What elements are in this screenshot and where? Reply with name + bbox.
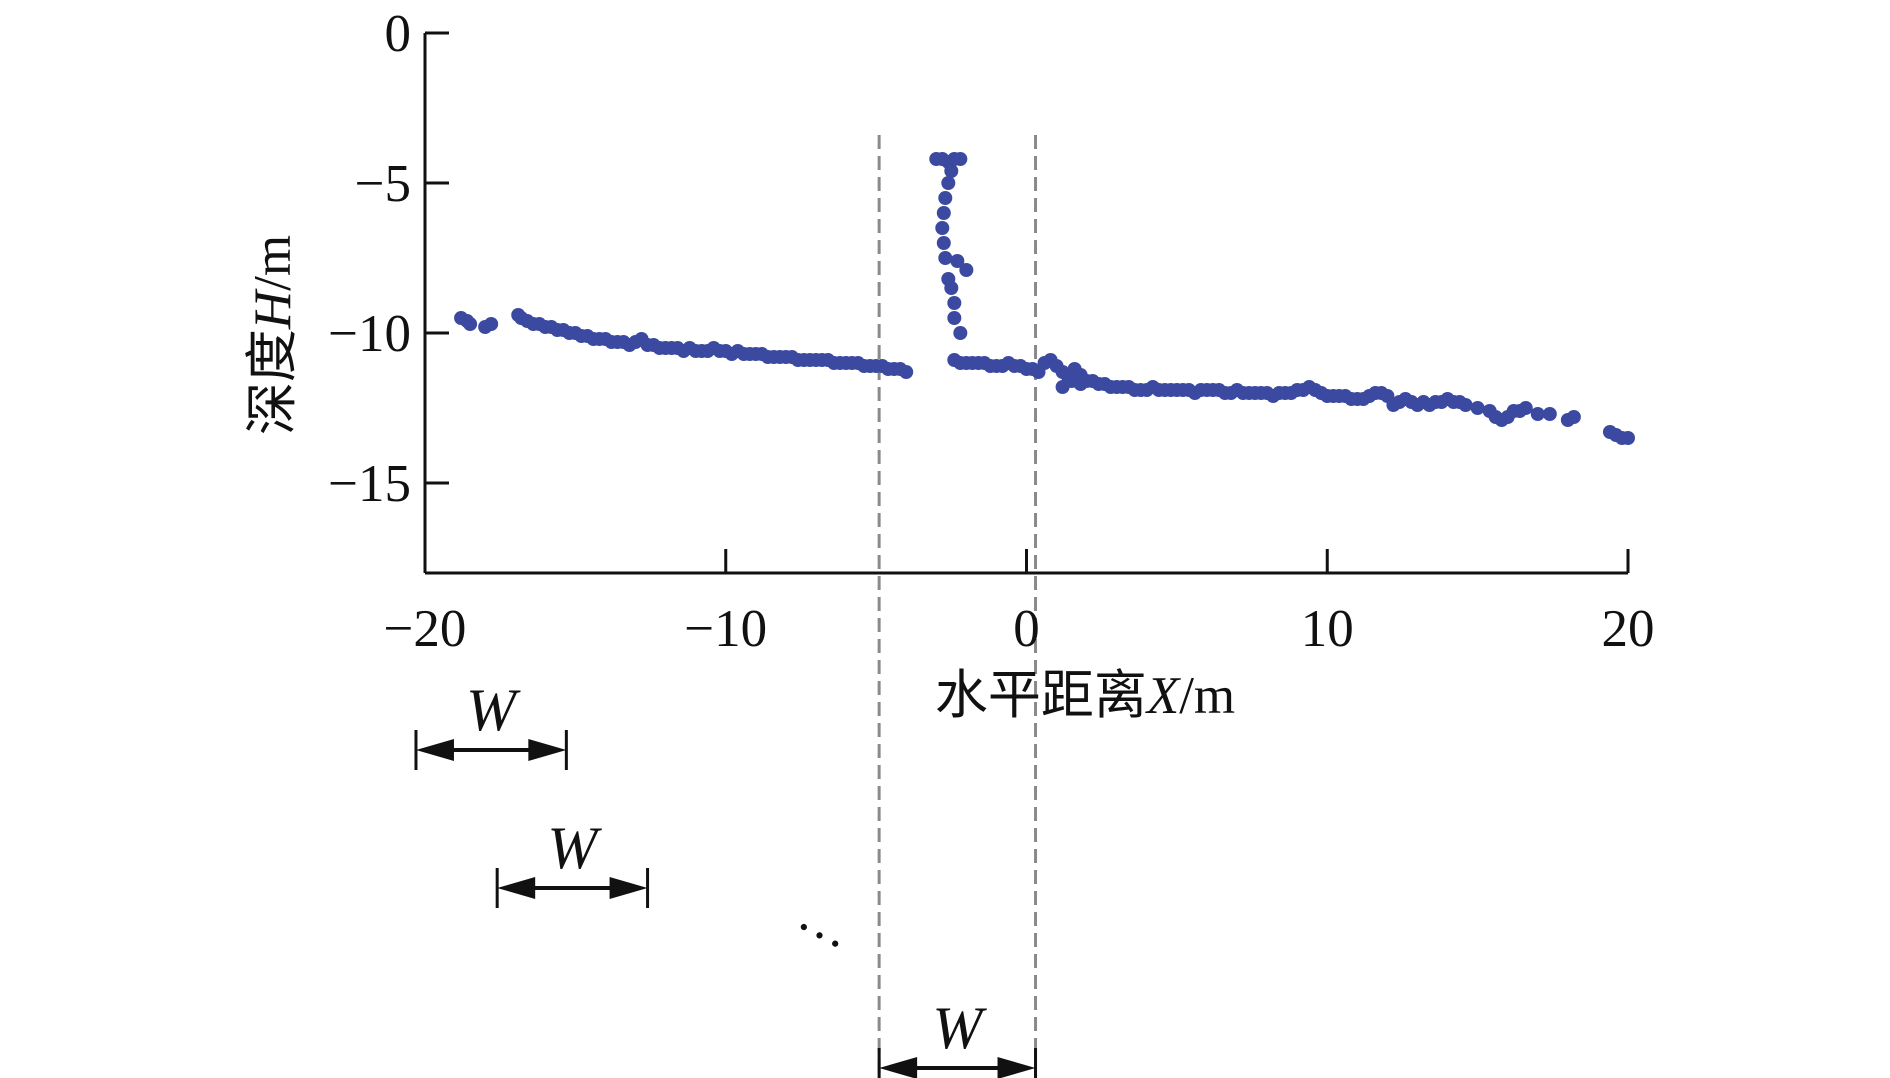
data-point [936,236,951,250]
data-point [938,191,953,205]
window-arrow-head-left [415,739,454,761]
window-indicator: W [495,815,650,908]
data-point [463,317,478,331]
data-point [944,164,959,178]
data-point [484,317,499,331]
window-label: W [466,677,521,743]
data-point [947,296,962,310]
x-tick-label: −10 [684,600,767,658]
window-arrow-head-right [609,877,648,899]
x-axis-label: 水平距离X/m [935,667,1235,725]
data-point [941,176,956,190]
y-tick-label: −5 [355,155,411,213]
scatter-points [454,152,1635,445]
window-indicator: W [877,995,1038,1078]
data-point [953,326,968,340]
window-arrow-head-left [879,1057,918,1078]
data-point [1530,407,1545,421]
x-tick-label: 20 [1602,600,1655,658]
window-indicators: W W W [414,677,1038,1078]
x-ticks: −20 −10 0 10 20 [384,549,1655,658]
data-point [1470,401,1485,415]
data-point [1458,398,1473,412]
y-tick-label: 0 [385,5,412,63]
y-ticks: 0 −5 −10 −15 [328,5,449,513]
window-label: W [547,815,602,881]
x-tick-label: −20 [384,600,467,658]
window-arrow-head-right [528,739,567,761]
window-arrow-head-left [497,877,536,899]
data-point [944,281,959,295]
y-axis-label: 深度H/m [244,235,302,435]
window-label: W [932,995,987,1061]
data-point [1542,407,1557,421]
data-point [899,365,914,379]
y-tick-label: −15 [328,455,411,513]
data-point [1518,401,1533,415]
data-point [935,221,950,235]
data-point [950,254,965,268]
data-point [1621,431,1635,445]
data-point [936,206,951,220]
axes: 0 −5 −10 −15 −20 −10 0 10 20 [328,5,1654,658]
x-tick-label: 0 [1013,600,1040,658]
data-point [959,263,974,277]
window-indicator: W [414,677,568,770]
ellipsis: … [789,884,863,960]
data-point [953,152,968,166]
data-point [947,311,962,325]
window-guide-lines [877,135,1038,1075]
data-point [938,251,953,265]
y-tick-label: −10 [328,305,411,363]
data-point [1566,410,1581,424]
x-tick-label: 10 [1301,600,1354,658]
window-arrow-head-right [997,1057,1036,1078]
